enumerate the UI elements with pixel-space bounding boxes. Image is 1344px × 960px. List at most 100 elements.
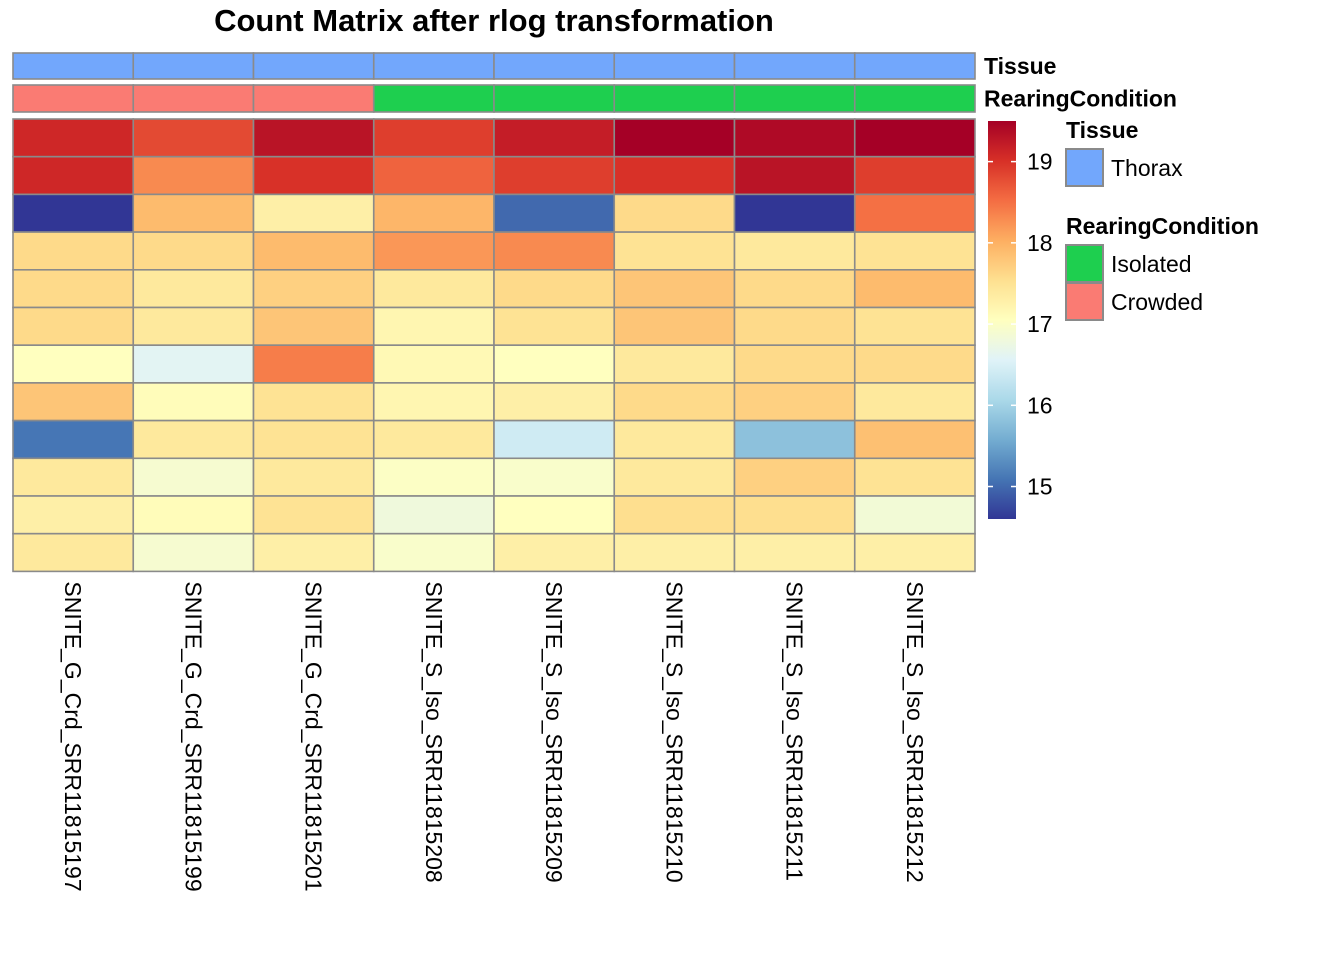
heatmap-cell: [372, 382, 495, 422]
legend-entry-label: Thorax: [1111, 155, 1183, 181]
heatmap-cell: [132, 419, 255, 460]
heatmap-cell: [493, 155, 616, 196]
legend-title: RearingCondition: [1066, 213, 1259, 239]
heatmap-cell: [853, 382, 976, 422]
heatmap-cell: [493, 231, 616, 271]
legend-entry-label: Crowded: [1111, 289, 1203, 315]
heatmap-cell: [613, 344, 736, 384]
heatmap-cell: [493, 344, 616, 384]
annotation-cell: [493, 52, 616, 80]
annotation-cell: [372, 52, 495, 80]
heatmap-cell: [132, 193, 255, 233]
column-label: SNITE_S_Iso_SRR11815210: [661, 581, 687, 882]
heatmap-cell: [853, 457, 976, 497]
legend-title: Tissue: [1066, 117, 1138, 143]
column-label: SNITE_S_Iso_SRR11815211: [782, 581, 808, 881]
heatmap-cell: [853, 532, 976, 573]
heatmap-cell: [372, 306, 495, 347]
heatmap-cell: [12, 193, 135, 233]
annotation-bars: Tissue RearingCondition: [12, 52, 1177, 113]
heatmap-cell: [12, 419, 135, 460]
column-label: SNITE_G_Crd_SRR11815201: [301, 581, 327, 891]
heatmap-cell: [493, 419, 616, 460]
heatmap-cell: [132, 231, 255, 271]
heatmap-cell: [372, 193, 495, 233]
heatmap-cell: [252, 193, 375, 233]
annotation-cell: [613, 84, 736, 113]
heatmap-cell: [493, 382, 616, 422]
heatmap-cell: [372, 118, 495, 158]
heatmap-cell: [733, 231, 856, 271]
heatmap-cell: [853, 306, 976, 347]
annotation-cell: [613, 52, 736, 80]
heatmap-cell: [733, 532, 856, 573]
chart-title: Count Matrix after rlog transformation: [214, 3, 774, 38]
heatmap-cell: [372, 419, 495, 460]
annotation-cell: [853, 84, 976, 113]
annotation-cell: [493, 84, 616, 113]
heatmap-cell: [613, 306, 736, 347]
heatmap-cell: [733, 457, 856, 497]
heatmap-cell: [12, 231, 135, 271]
heatmap-cell: [613, 231, 736, 271]
column-label: SNITE_G_Crd_SRR11815199: [180, 581, 206, 891]
legend-swatch: [1065, 282, 1104, 321]
heatmap-cell: [252, 268, 375, 309]
heatmap-cell: [733, 419, 856, 460]
category-legends: Tissue Thorax RearingCondition Isolated Crow…: [1065, 117, 1259, 321]
annotation-cell: [733, 84, 856, 113]
heatmap-cell: [493, 118, 616, 158]
heatmap-cell: [12, 306, 135, 347]
heatmap-cell: [613, 382, 736, 422]
heatmap-cell: [853, 118, 976, 158]
heatmap-cell: [12, 344, 135, 384]
heatmap-cell: [853, 495, 976, 535]
heatmap-cell: [733, 118, 856, 158]
heatmap-cell: [733, 306, 856, 347]
heatmap-cell: [12, 268, 135, 309]
annotation-cell: [372, 84, 495, 113]
color-scale-legend: 15 16 17 18 19: [988, 121, 1053, 519]
heatmap-cell: [132, 268, 255, 309]
color-scale-tick-label: 18: [1027, 230, 1053, 256]
heatmap-cell: [613, 155, 736, 196]
heatmap-cell: [613, 193, 736, 233]
color-scale-bar: [988, 121, 1016, 519]
heatmap-cell: [613, 419, 736, 460]
heatmap-cell: [252, 382, 375, 422]
heatmap-cell: [132, 306, 255, 347]
heatmap-cell: [493, 457, 616, 497]
heatmap-cell: [372, 155, 495, 196]
heatmap-cell: [853, 155, 976, 196]
column-label: SNITE_S_Iso_SRR11815208: [421, 581, 447, 882]
heatmap-cell: [493, 532, 616, 573]
heatmap-cell: [252, 344, 375, 384]
heatmap-cell: [252, 457, 375, 497]
annotation-cell: [733, 52, 856, 80]
heatmap-cell: [12, 118, 135, 158]
heatmap-cell: [613, 118, 736, 158]
color-scale-tick-label: 15: [1027, 474, 1053, 500]
heatmap-cell: [12, 532, 135, 573]
heatmap-cell: [252, 155, 375, 196]
heatmap-cell: [853, 193, 976, 233]
annotation-cell: [252, 52, 375, 80]
heatmap-cell: [372, 532, 495, 573]
heatmap-cell: [853, 344, 976, 384]
column-label: SNITE_S_Iso_SRR11815209: [541, 581, 567, 882]
heatmap-cell: [12, 382, 135, 422]
heatmap-cell: [613, 457, 736, 497]
heatmap-cell: [252, 532, 375, 573]
heatmap-cell: [613, 532, 736, 573]
heatmap-cell: [12, 495, 135, 535]
heatmap-cell: [853, 268, 976, 309]
heatmap-cell: [372, 231, 495, 271]
color-scale-tick-label: 19: [1027, 149, 1053, 175]
heatmap-cell: [493, 193, 616, 233]
heatmap-cell: [372, 268, 495, 309]
column-labels: SNITE_G_Crd_SRR11815197 SNITE_G_Crd_SRR11…: [60, 581, 928, 891]
heatmap-cell: [132, 532, 255, 573]
heatmap-cell: [252, 495, 375, 535]
heatmap-cell: [372, 457, 495, 497]
